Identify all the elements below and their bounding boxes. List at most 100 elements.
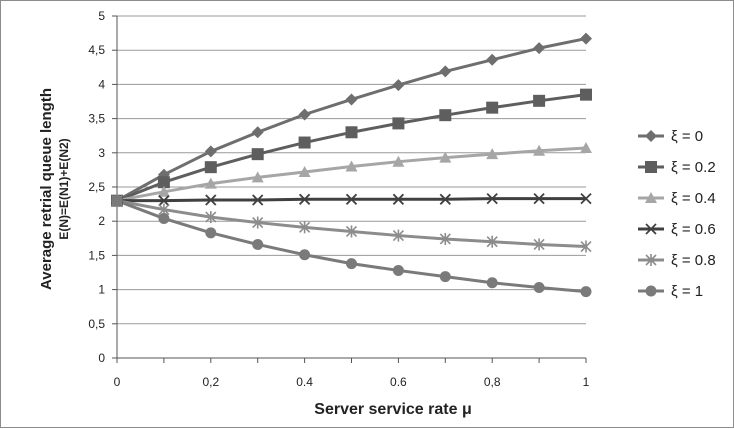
y-axis-sublabel: E(N)=E(N1)+E(N2) (57, 138, 71, 239)
data-point (486, 235, 498, 248)
data-point (580, 142, 592, 154)
data-point (345, 126, 358, 139)
data-point (158, 195, 170, 207)
data-point (392, 193, 405, 205)
y-tick-label: 2,5 (88, 180, 105, 194)
x-tick-label: 0 (114, 375, 121, 389)
legend-marker (645, 223, 657, 235)
data-point (392, 155, 405, 167)
series-line (116, 37, 587, 202)
data-point (298, 165, 311, 177)
series-line (116, 93, 587, 203)
data-point (251, 148, 264, 161)
data-point (251, 126, 264, 139)
data-point (533, 192, 545, 205)
data-point (158, 212, 170, 224)
data-point (392, 79, 405, 92)
data-point (533, 94, 546, 107)
y-tick-label: 2 (98, 214, 105, 228)
gridlines (117, 15, 586, 325)
data-point (252, 194, 264, 206)
data-point (439, 232, 451, 245)
data-point (252, 238, 264, 250)
legend-item: ξ = 0.8 (638, 252, 716, 269)
legend-marker (645, 254, 657, 266)
data-point (345, 160, 358, 172)
legend-label: ξ = 0.4 (671, 190, 716, 207)
axes (112, 15, 587, 363)
data-point (439, 193, 451, 205)
data-point (533, 144, 546, 156)
x-tick-labels: 0 0,2 0.4 0.6 0,8 1 (114, 375, 590, 389)
data-point (298, 108, 311, 121)
legend-item: ξ = 0.2 (638, 159, 716, 176)
data-point (486, 53, 499, 66)
data-point (439, 271, 451, 283)
legend-item: ξ = 1 (638, 283, 703, 300)
data-point (439, 65, 452, 78)
data-point (205, 227, 217, 239)
data-point (299, 221, 311, 234)
data-point (580, 88, 592, 101)
y-tick-label: 4,5 (88, 43, 105, 57)
data-point (298, 193, 311, 205)
legend-label: ξ = 0.8 (671, 252, 716, 269)
legend-marker (645, 130, 657, 142)
legend-label: ξ = 1 (671, 283, 703, 300)
legend-label: ξ = 0.2 (671, 159, 716, 176)
data-point (392, 117, 405, 130)
legend-item: ξ = 0.6 (638, 221, 716, 238)
y-tick-label: 5 (98, 9, 105, 23)
legend-item: ξ = 0.4 (638, 190, 716, 207)
data-point (157, 176, 170, 189)
x-tick-label: 0,2 (202, 375, 219, 389)
data-point (111, 195, 123, 207)
x-tick-label: 0.6 (390, 375, 407, 389)
legend: ξ = 0 ξ = 0.2 ξ = 0.4 ξ = 0.6 ξ = 0.8 ξ = 1 (638, 128, 716, 300)
data-point (204, 161, 217, 174)
data-point (205, 194, 217, 206)
y-axis-label: Average retrial queue length (38, 88, 55, 290)
data-point (580, 240, 592, 253)
data-point (533, 282, 545, 294)
legend-marker (645, 192, 657, 203)
data-point (205, 211, 217, 224)
data-point (204, 177, 217, 189)
y-tick-label: 0,5 (88, 317, 105, 331)
legend-label: ξ = 0.6 (671, 221, 716, 238)
data-point (392, 229, 404, 242)
series-markers (111, 32, 592, 298)
data-point (533, 238, 545, 251)
data-point (346, 258, 357, 270)
x-tick-label: 0,8 (484, 375, 501, 389)
x-tick-label: 0.4 (296, 375, 313, 389)
x-tick-label: 1 (583, 375, 590, 389)
series-line (116, 199, 587, 249)
data-point (486, 101, 499, 114)
data-point (345, 93, 358, 106)
data-point (252, 216, 264, 229)
data-point (533, 42, 546, 55)
legend-marker (645, 161, 657, 173)
y-tick-label: 1,5 (88, 248, 105, 262)
y-tick-label: 3,5 (88, 112, 105, 126)
data-point (439, 151, 452, 163)
data-point (439, 109, 452, 122)
data-point (299, 249, 311, 261)
data-point (486, 148, 499, 160)
data-point (392, 264, 404, 276)
y-tick-label: 0 (98, 351, 105, 365)
data-point (580, 286, 592, 298)
data-point (345, 193, 358, 205)
y-tick-labels: 0 0,5 1 1,5 2 2,5 3 3,5 4 4,5 5 (88, 9, 105, 365)
y-tick-label: 1 (98, 283, 105, 297)
data-point (345, 225, 358, 238)
legend-label: ξ = 0 (671, 128, 703, 145)
data-point (204, 145, 217, 158)
data-point (298, 136, 311, 149)
legend-marker (645, 285, 657, 297)
y-tick-label: 4 (98, 77, 105, 91)
legend-item: ξ = 0 (638, 128, 703, 145)
